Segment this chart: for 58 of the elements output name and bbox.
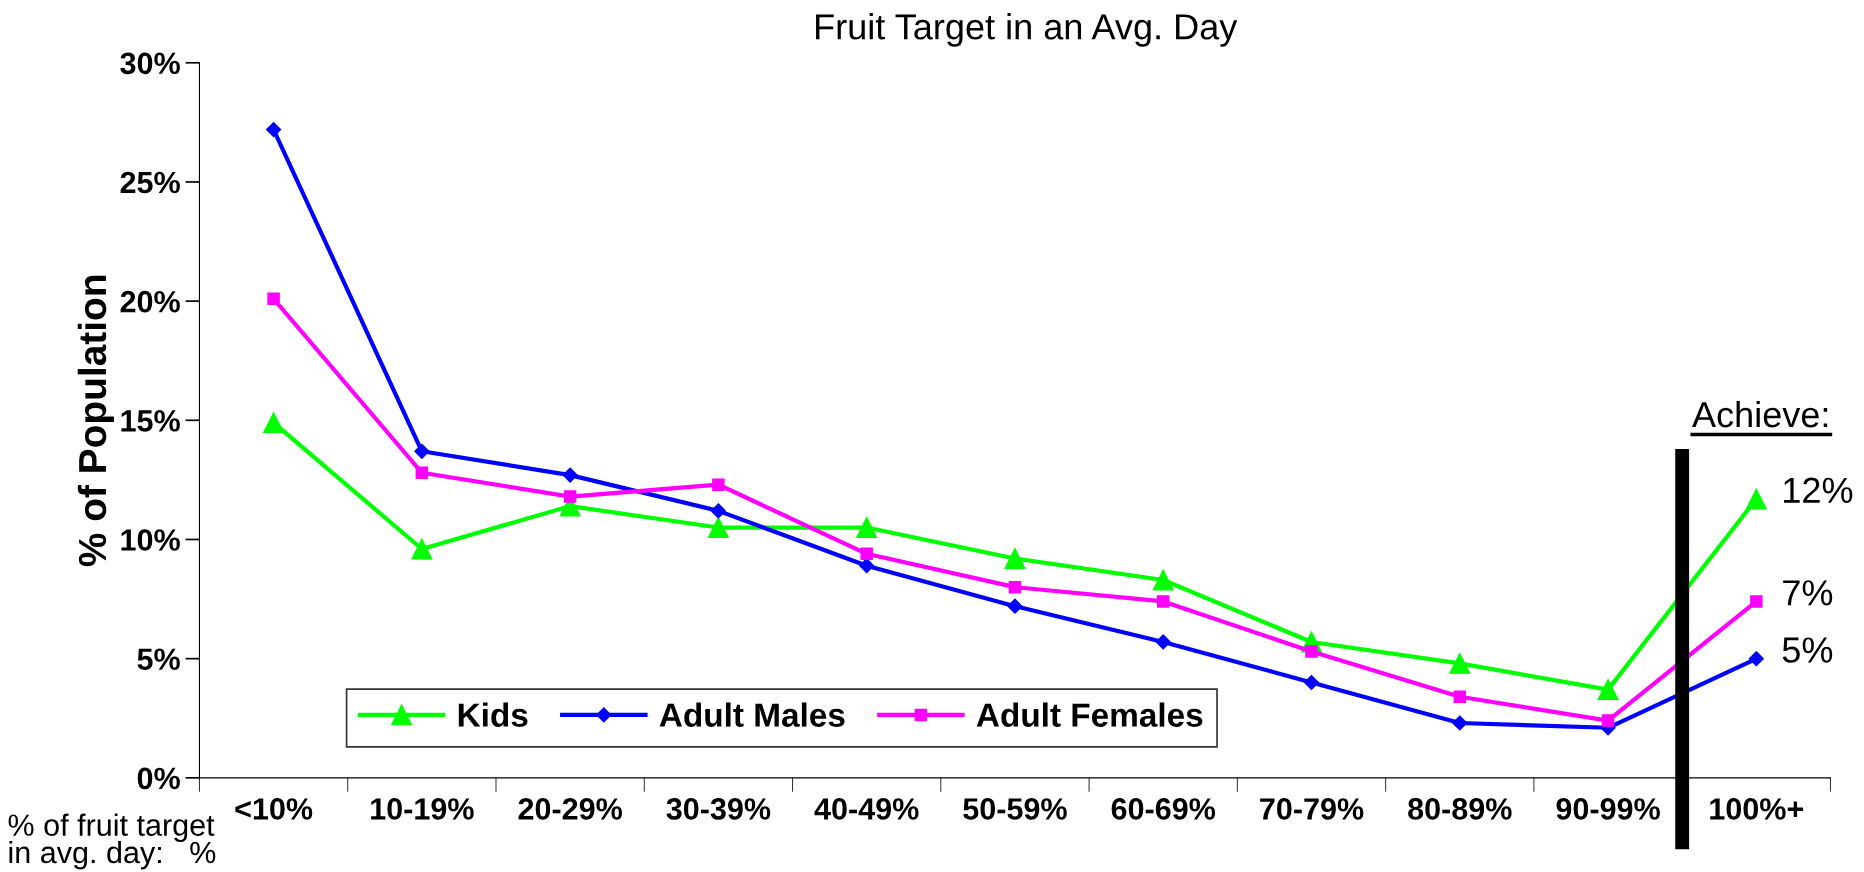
x-tick-label: 10-19% <box>371 798 474 820</box>
x-tick-label: 40-49% <box>814 798 919 820</box>
chart-title: Fruit Target in an Avg. Day <box>816 13 1238 47</box>
x-tick-label: 90-99% <box>1556 798 1660 820</box>
point <box>1750 595 1763 608</box>
y-tick-label: 30% <box>120 52 180 75</box>
point <box>1601 714 1615 727</box>
point <box>563 490 577 503</box>
x-axis-title: % of fruit target in avg. day: % <box>8 813 216 870</box>
point <box>707 517 729 538</box>
point <box>1453 690 1467 704</box>
x-tick-label: <10% <box>235 798 313 820</box>
x-tick-label: 80-89% <box>1408 798 1512 820</box>
x-tick-label: 70-79% <box>1260 798 1364 820</box>
data-label: 5% <box>1782 637 1833 663</box>
point <box>710 503 726 519</box>
point <box>267 292 280 305</box>
data-label: 12% <box>1784 477 1853 503</box>
annotation: Achieve: <box>1692 400 1828 428</box>
point <box>411 538 433 560</box>
y-tick-label: 20% <box>120 290 180 313</box>
point <box>562 467 578 483</box>
point <box>1305 645 1318 658</box>
point <box>263 412 285 434</box>
point <box>1152 569 1174 591</box>
point <box>859 558 875 574</box>
x-tick-label: 60-69% <box>1111 798 1216 820</box>
point <box>1748 651 1764 667</box>
point <box>415 466 429 479</box>
point <box>1452 715 1468 731</box>
point <box>1745 488 1767 510</box>
y-axis-title: % of Population <box>77 275 114 567</box>
point <box>1303 674 1320 691</box>
point <box>1007 598 1023 614</box>
legend-label: Adult Males <box>659 702 845 727</box>
x-tick-label: 30-39% <box>666 798 771 820</box>
y-tick-label: 25% <box>120 171 180 194</box>
data-label: 7% <box>1783 580 1833 606</box>
x-tick-label: 100%+ <box>1710 798 1804 820</box>
point <box>856 517 878 538</box>
point <box>414 443 430 459</box>
point <box>1449 653 1471 674</box>
point <box>1004 548 1026 569</box>
point <box>1008 580 1022 594</box>
legend-label: Kids <box>458 702 528 727</box>
y-tick-label: 5% <box>137 648 180 671</box>
x-tick-label: 20-29% <box>518 798 622 820</box>
legend-label: Adult Females <box>976 702 1203 727</box>
y-tick-label: 10% <box>121 529 180 551</box>
point <box>1597 679 1619 701</box>
point <box>1156 595 1170 608</box>
x-tick-label: 50-59% <box>963 798 1067 820</box>
point <box>860 547 873 561</box>
point <box>712 478 725 491</box>
y-tick-label: 15% <box>121 410 180 432</box>
point <box>266 121 282 138</box>
point <box>1155 634 1171 650</box>
y-tick-label: 0% <box>137 767 180 790</box>
